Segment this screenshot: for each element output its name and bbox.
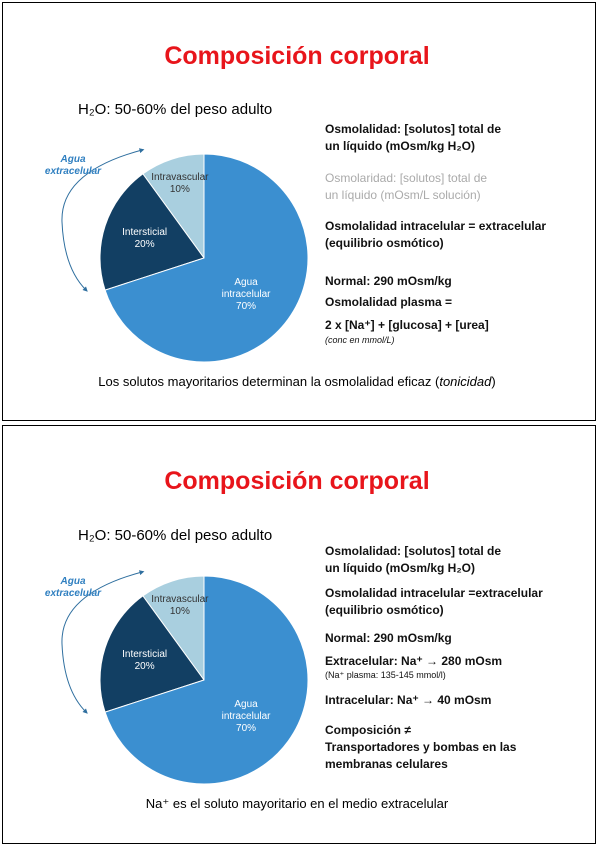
note-line: Composición ≠ (325, 723, 411, 737)
note-line: (Na⁺ plasma: 135-145 mmol/l) (325, 670, 446, 680)
arc-arrow (61, 570, 145, 714)
slide-title: Composición corporal (164, 467, 430, 495)
note-line: (conc en mmol/L) (325, 335, 395, 345)
subtitle: H₂O: 50-60% del peso adulto (78, 527, 273, 544)
slice-label: Agua intracelular 70% (211, 277, 281, 313)
slice-label: Intravascular 10% (145, 594, 215, 618)
note-line: Intracelular: Na⁺ → 40 mOsm (325, 693, 492, 707)
slice-name: Intersticial (122, 648, 168, 660)
slice-name: Intersticial (122, 226, 168, 238)
note-line: membranas celulares (325, 757, 448, 771)
pie-slice (104, 153, 309, 363)
footer-part: tonicidad (439, 374, 492, 389)
slice-label: Intravascular 10% (145, 172, 215, 196)
note-line: (equilibrio osmótico) (325, 236, 444, 250)
note-line: 2 x [Na⁺] + [glucosa] + [urea] (325, 318, 489, 332)
note-line: un líquido (mOsm/kg H₂O) (325, 561, 475, 575)
annotation: Agua extracelular (44, 576, 102, 599)
footer: Na⁺ es el soluto mayoritario en el medio… (0, 796, 594, 812)
slice-name: Intravascular (151, 593, 209, 605)
slice-value: 70% (236, 300, 257, 312)
slice-value: 70% (236, 722, 257, 734)
slice-label: Intersticial 20% (110, 649, 180, 673)
note-line: Osmolalidad: [solutos] total de (325, 122, 502, 136)
note-line: Osmolalidad: [solutos] total de (325, 544, 502, 558)
note-line: Transportadores y bombas en las (325, 740, 517, 754)
slice-name: Agua intracelular (221, 276, 271, 300)
annotation: Agua extracelular (44, 154, 102, 177)
slide-title: Composición corporal (164, 42, 430, 70)
note-line: Osmolalidad intracelular =extracelular (325, 586, 543, 600)
subtitle: H₂O: 50-60% del peso adulto (78, 101, 273, 118)
note-line: (equilibrio osmótico) (325, 603, 444, 617)
note-line: Extracelular: Na⁺ → 280 mOsm (325, 654, 503, 668)
slice-value: 10% (169, 605, 190, 617)
slice-value: 20% (134, 660, 155, 672)
slice-value: 10% (169, 183, 190, 195)
slice-name: Intravascular (151, 171, 209, 183)
slide (2, 425, 596, 844)
note-line: un líquido (mOsm/kg H₂O) (325, 139, 475, 153)
footer-part: Na⁺ es el soluto mayoritario en el medio… (145, 796, 449, 811)
slice-label: Agua intracelular 70% (211, 699, 281, 735)
slice-value: 20% (134, 238, 155, 250)
pie-slice (99, 595, 205, 713)
footer: Los solutos mayoritarios determinan la o… (0, 374, 594, 389)
arc-arrow (61, 148, 145, 292)
slice-name: Agua intracelular (221, 698, 271, 722)
footer-part: ) (491, 374, 496, 389)
note-line: Osmolalidad plasma = (325, 295, 453, 309)
pie-slice (99, 173, 205, 291)
note-line: Osmolalidad intracelular = extracelular (325, 219, 547, 233)
pie-slice (104, 575, 309, 785)
note-line: Normal: 290 mOsm/kg (325, 274, 452, 288)
note-line: Normal: 290 mOsm/kg (325, 631, 452, 645)
note-line: un líquido (mOsm/L solución) (325, 188, 481, 202)
slice-label: Intersticial 20% (110, 227, 180, 251)
note-line: Osmolaridad: [solutos] total de (325, 171, 488, 185)
slide (2, 2, 596, 421)
footer-part: Los solutos mayoritarios determinan la o… (98, 374, 440, 389)
